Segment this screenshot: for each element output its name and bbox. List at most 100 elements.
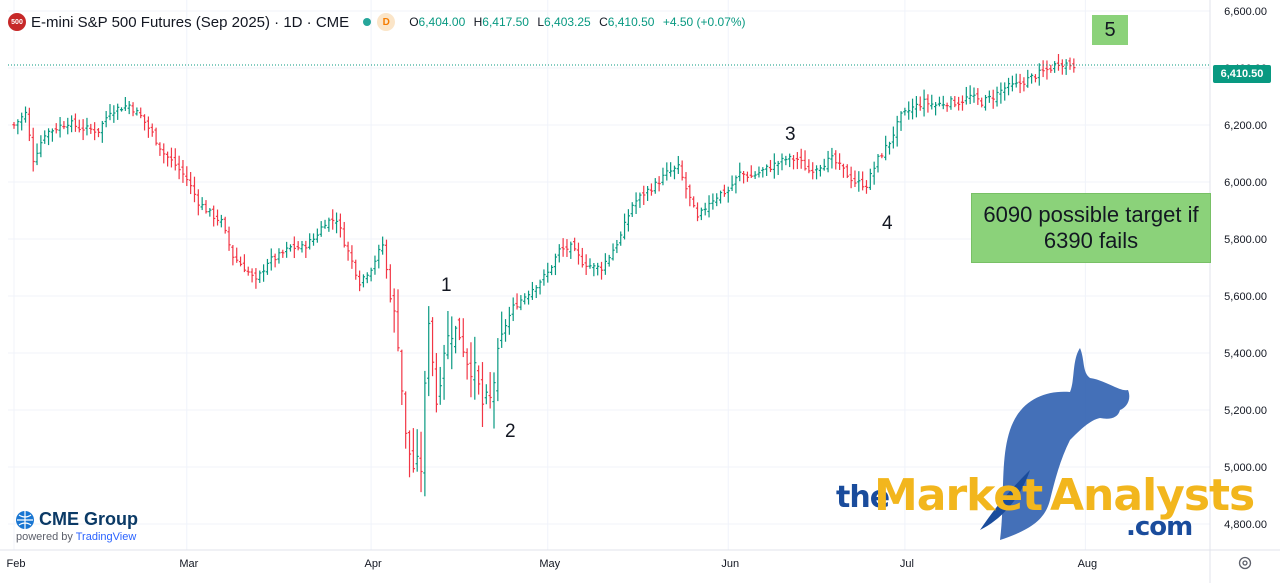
ohlc-bar bbox=[611, 243, 615, 261]
ohlc-bar bbox=[772, 153, 776, 179]
ohlc-bar bbox=[680, 160, 684, 181]
ohlc-bar bbox=[515, 293, 519, 310]
ohlc-bar bbox=[907, 101, 911, 120]
ohlc-bar bbox=[285, 241, 289, 258]
ohlc-bar bbox=[1072, 58, 1076, 73]
ohlc-bar bbox=[910, 98, 915, 120]
ohlc-bar bbox=[208, 208, 212, 217]
ohlc-bar bbox=[930, 94, 934, 110]
price-tick-label: 6,600.00 bbox=[1224, 6, 1267, 18]
ohlc-bar bbox=[857, 171, 861, 192]
ohlc-bar bbox=[423, 370, 427, 497]
ohlc-bar bbox=[980, 97, 984, 108]
ohlc-bar bbox=[135, 107, 139, 116]
ohlc-bar bbox=[634, 192, 638, 214]
ohlc-bar bbox=[235, 247, 239, 263]
ohlc-bar bbox=[430, 317, 435, 377]
ohlc-bar bbox=[185, 166, 189, 187]
ohlc-bar bbox=[104, 110, 108, 128]
market-status-dot[interactable] bbox=[363, 18, 372, 26]
ohlc-bar bbox=[1049, 64, 1053, 73]
ohlc-bar bbox=[834, 150, 838, 170]
powered-by[interactable]: powered by TradingView bbox=[16, 531, 136, 543]
tradingview-link[interactable]: TradingView bbox=[75, 531, 137, 543]
ohlc-bar bbox=[538, 279, 542, 295]
ohlc-bar bbox=[1026, 69, 1030, 88]
symbol-title[interactable]: E-mini S&P 500 Futures (Sep 2025) · 1D ·… bbox=[31, 13, 350, 31]
ohlc-bar bbox=[85, 117, 89, 136]
ohlc-bar bbox=[277, 248, 281, 264]
change-value: +4.50 (+0.07%) bbox=[662, 15, 746, 29]
ohlc-bar bbox=[215, 209, 220, 226]
ohlc-bar bbox=[957, 96, 961, 111]
ohlc-bar bbox=[937, 96, 942, 107]
ohlc-bar bbox=[35, 143, 39, 166]
ohlc-bar bbox=[768, 159, 773, 173]
wave-2-label: 2 bbox=[505, 421, 516, 442]
ohlc-bar bbox=[77, 119, 81, 133]
ohlc-bar bbox=[665, 162, 669, 181]
price-axis[interactable]: 4,800.00 5,000.00 5,200.00 5,400.00 5,600.00… bbox=[1224, 6, 1267, 531]
ohlc-bar bbox=[311, 233, 316, 246]
symbol-badge[interactable]: 500 bbox=[8, 13, 26, 31]
gear-icon[interactable] bbox=[1238, 556, 1252, 570]
data-status-badge[interactable]: D bbox=[377, 13, 396, 31]
ohlc-bar bbox=[273, 253, 277, 268]
ohlc-bar bbox=[227, 226, 231, 251]
ohlc-bar bbox=[853, 170, 857, 188]
ohlc-bar bbox=[803, 150, 807, 171]
ohlc-bar bbox=[972, 87, 976, 103]
ohlc-bar bbox=[223, 216, 227, 234]
ohlc-bar bbox=[54, 123, 58, 134]
ohlc-bar bbox=[484, 384, 488, 405]
ohlc-bar bbox=[73, 113, 78, 132]
ohlc-bar bbox=[749, 165, 753, 178]
ohlc-bar bbox=[200, 197, 204, 211]
ohlc-bar bbox=[968, 85, 972, 105]
ohlc-bar bbox=[16, 119, 20, 135]
ohlc-bar bbox=[27, 107, 31, 142]
ohlc-bar bbox=[622, 213, 627, 240]
ohlc-bar bbox=[338, 213, 342, 238]
ohlc-bar bbox=[573, 237, 577, 252]
close-label: C bbox=[599, 15, 608, 29]
ohlc-bar bbox=[1003, 82, 1007, 101]
ohlc-bar bbox=[381, 236, 385, 255]
ohlc-bar bbox=[642, 185, 646, 205]
ohlc-bar bbox=[949, 96, 953, 110]
price-tick-label: 5,600.00 bbox=[1224, 291, 1267, 303]
ohlc-bar bbox=[93, 122, 97, 141]
ohlc-bar bbox=[354, 259, 358, 280]
ohlc-bar bbox=[373, 255, 377, 275]
ohlc-bar bbox=[154, 127, 158, 146]
ohlc-bar bbox=[43, 130, 47, 144]
ohlc-bar bbox=[565, 239, 569, 257]
ohlc-bar bbox=[519, 295, 523, 311]
ohlc-bar bbox=[791, 155, 796, 170]
ohlc-bar bbox=[1030, 73, 1034, 84]
ohlc-bar bbox=[788, 153, 792, 168]
ohlc-bar bbox=[388, 264, 392, 303]
ohlc-bar bbox=[407, 430, 412, 478]
ohlc-bar bbox=[534, 285, 538, 299]
ohlc-bar bbox=[903, 107, 907, 116]
ohlc-bar bbox=[415, 429, 419, 472]
ohlc-bar bbox=[438, 366, 442, 405]
ohlc-bar bbox=[404, 391, 408, 449]
cme-logo[interactable]: CME Group bbox=[15, 509, 138, 530]
ohlc-bar bbox=[653, 178, 657, 194]
time-tick-label: Jul bbox=[900, 558, 914, 570]
ohlc-bar bbox=[765, 164, 769, 176]
ohlc-bar bbox=[346, 241, 350, 261]
ohlc-bar bbox=[999, 82, 1003, 104]
ohlc-bar bbox=[511, 297, 515, 322]
ohlc-bar bbox=[983, 94, 988, 111]
ohlc-bar bbox=[315, 228, 319, 243]
ohlc-bar bbox=[830, 147, 834, 169]
ohlc-bar bbox=[342, 221, 346, 248]
ohlc-bar bbox=[265, 258, 270, 275]
open-value: 6,404.00 bbox=[418, 15, 466, 29]
ohlc-bar bbox=[269, 248, 273, 271]
time-axis[interactable]: Feb Mar Apr May Jun Jul Aug bbox=[7, 558, 1098, 570]
